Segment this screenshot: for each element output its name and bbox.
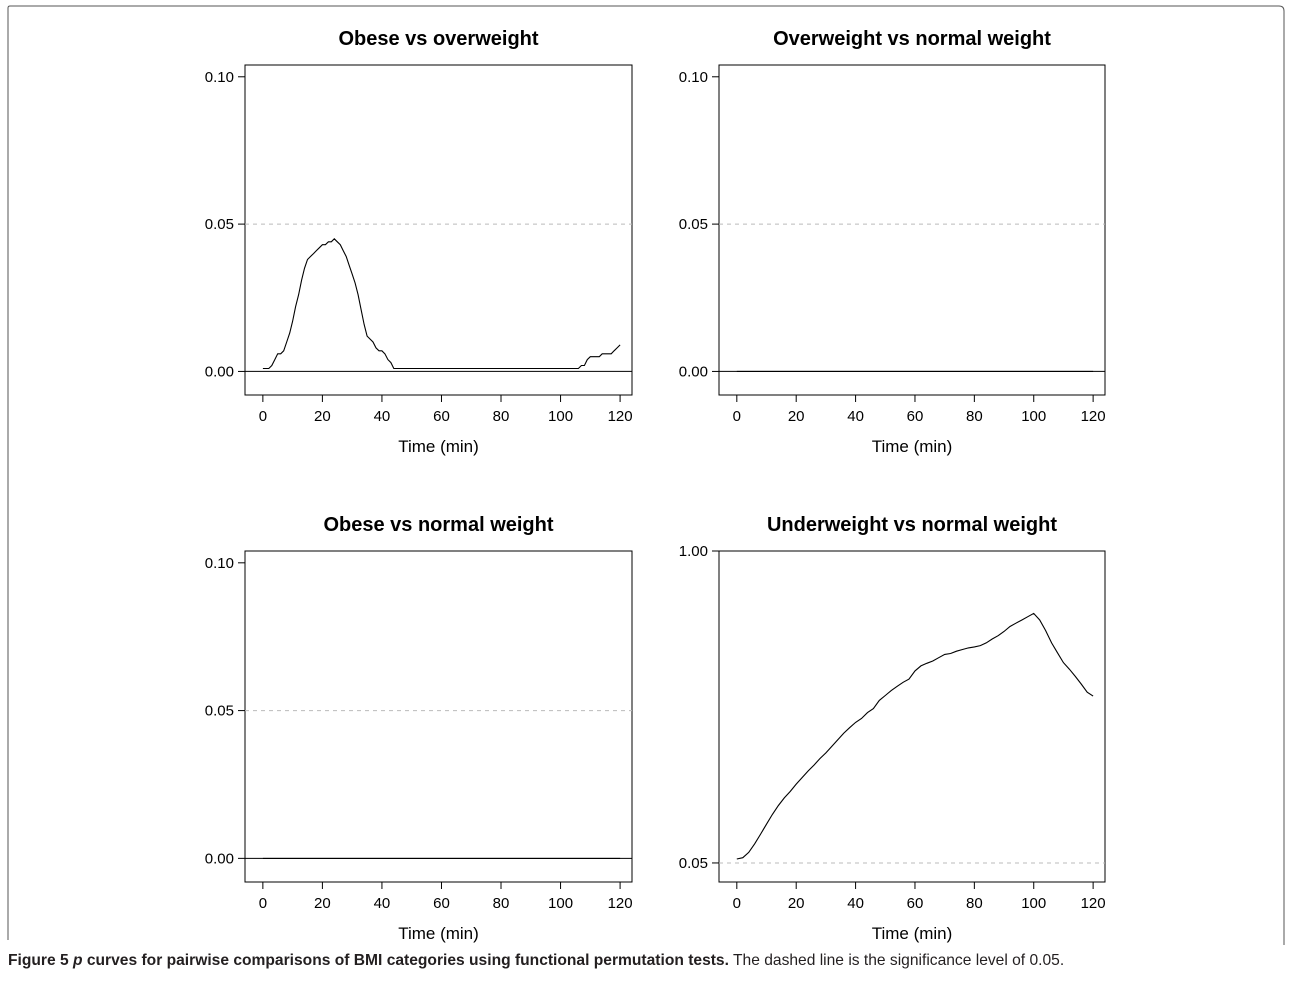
p-curve-line-1 [262, 238, 621, 370]
x-tick-label: 40 [847, 408, 864, 425]
x-tick-label: 40 [374, 895, 391, 912]
x-tick-label: 0 [733, 408, 741, 425]
figure-title-symbol: p [73, 952, 83, 969]
figure-caption: Figure 5 p curves for pairwise compariso… [8, 951, 1286, 971]
x-tick-label: 40 [847, 895, 864, 912]
y-tick-label: 0.05 [679, 216, 708, 233]
chart-title: Obese vs overweight [338, 28, 538, 50]
x-tick-label: 120 [1081, 408, 1106, 425]
y-tick-label: 0.05 [679, 855, 708, 872]
x-tick-label: 60 [433, 408, 450, 425]
y-tick-label: 0.10 [205, 69, 234, 86]
y-tick-label: 0.00 [679, 363, 708, 380]
chart-title: Underweight vs normal weight [767, 514, 1057, 536]
x-tick-label: 100 [548, 408, 573, 425]
chart-title: Overweight vs normal weight [773, 28, 1051, 50]
x-tick-label: 20 [314, 895, 331, 912]
x-axis-label: Time (min) [398, 437, 479, 456]
y-tick-label: 0.10 [679, 69, 708, 86]
x-axis-label: Time (min) [872, 924, 953, 943]
y-tick-label: 0.00 [205, 850, 234, 867]
x-tick-label: 100 [548, 895, 573, 912]
x-tick-label: 20 [788, 408, 805, 425]
x-tick-label: 80 [493, 895, 510, 912]
x-tick-label: 0 [259, 408, 267, 425]
chart-panel-1: Obese vs overweight 0.00 0.05 0.10 0 20 40 60 80… [205, 28, 633, 456]
x-tick-label: 120 [608, 895, 633, 912]
y-tick-label: 1.00 [679, 543, 708, 560]
x-tick-label: 0 [733, 895, 741, 912]
x-axis-label: Time (min) [398, 924, 479, 943]
x-axis-label: Time (min) [872, 437, 953, 456]
y-tick-label: 0.05 [205, 703, 234, 720]
y-tick-label: 0.05 [205, 216, 234, 233]
x-tick-label: 100 [1021, 408, 1046, 425]
x-tick-label: 80 [966, 408, 983, 425]
x-tick-label: 20 [314, 408, 331, 425]
plot-frame [718, 64, 1106, 396]
x-tick-label: 100 [1021, 895, 1046, 912]
chart-panel-4: Underweight vs normal weight 0.05 1.00 0 20 4… [679, 514, 1106, 943]
figure-description: The dashed line is the significance leve… [733, 952, 1065, 969]
x-tick-label: 40 [374, 408, 391, 425]
p-curve-line-1 [736, 612, 1094, 860]
x-tick-label: 120 [608, 408, 633, 425]
chart-title: Obese vs normal weight [323, 514, 553, 536]
figure-label: Figure 5 [8, 952, 69, 969]
x-tick-label: 0 [259, 895, 267, 912]
plot-frame [244, 550, 633, 883]
plot-frame [244, 64, 633, 396]
plot-frame [718, 550, 1106, 883]
x-tick-label: 80 [966, 895, 983, 912]
figure-border [7, 5, 1285, 945]
x-tick-label: 120 [1081, 895, 1106, 912]
x-tick-label: 60 [907, 408, 924, 425]
x-tick-label: 60 [907, 895, 924, 912]
x-tick-label: 80 [493, 408, 510, 425]
chart-panel-3: Obese vs normal weight 0.00 0.05 0.10 0 20 40 6… [205, 514, 633, 943]
x-tick-label: 20 [788, 895, 805, 912]
y-tick-label: 0.10 [205, 555, 234, 572]
chart-panel-2: Overweight vs normal weight 0.00 0.05 0.10 0… [679, 28, 1106, 456]
y-tick-label: 0.00 [205, 363, 234, 380]
figure-title: curves for pairwise comparisons of BMI c… [82, 952, 729, 969]
x-tick-label: 60 [433, 895, 450, 912]
